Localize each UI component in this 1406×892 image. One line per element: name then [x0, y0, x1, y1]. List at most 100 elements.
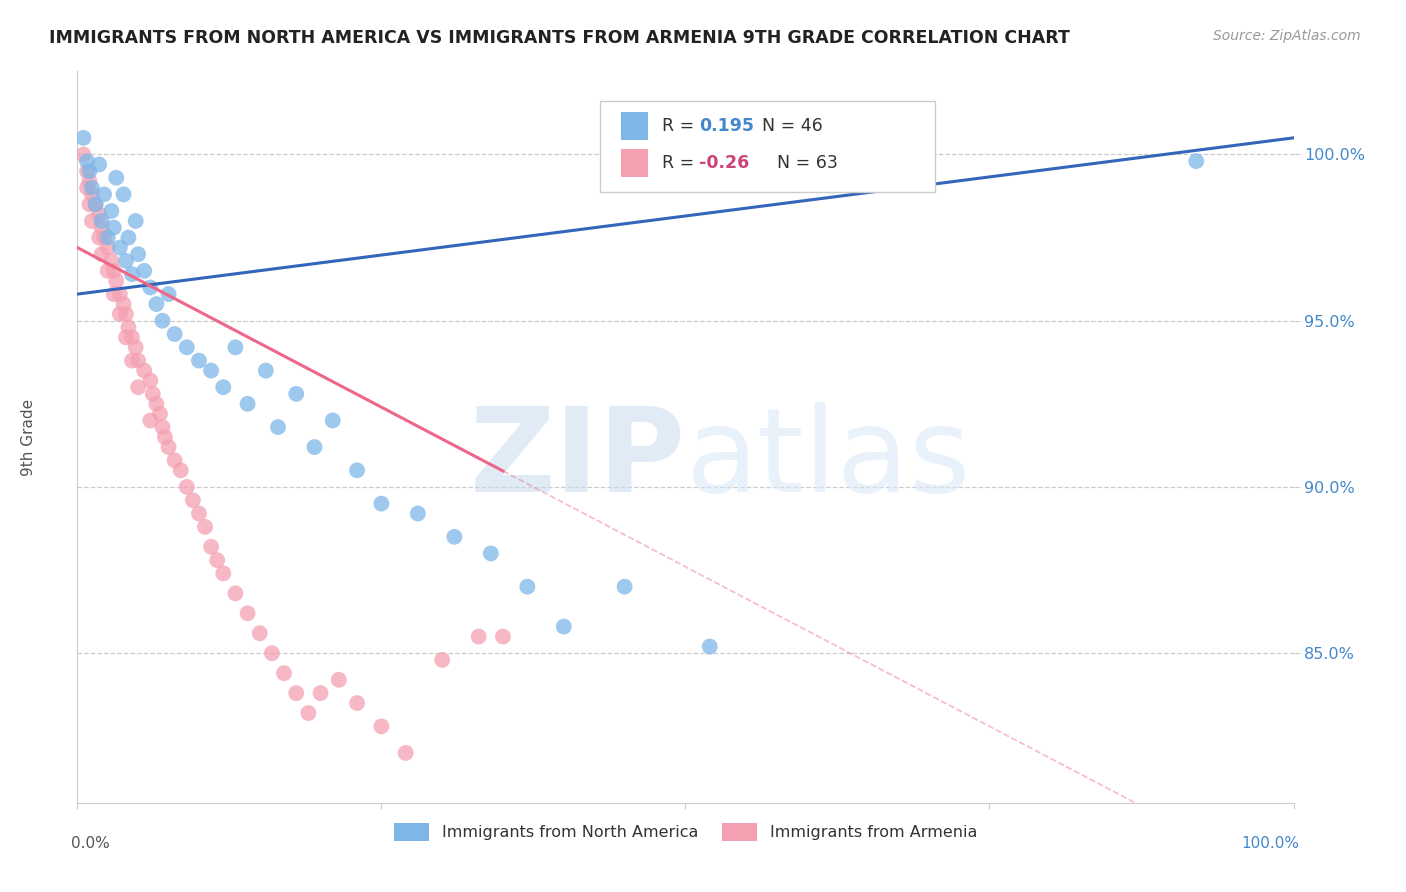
Point — [142, 387, 165, 401]
Point — [443, 530, 465, 544]
Point — [200, 363, 222, 377]
Point — [115, 253, 138, 268]
Point — [76, 180, 98, 194]
Text: 0.0%: 0.0% — [72, 836, 110, 851]
Point — [467, 630, 489, 644]
Point — [121, 330, 143, 344]
Point — [152, 314, 174, 328]
Point — [285, 686, 308, 700]
Legend: Immigrants from North America, Immigrants from Armenia: Immigrants from North America, Immigrant… — [387, 816, 984, 847]
Point — [188, 353, 211, 368]
Point — [84, 197, 107, 211]
Point — [145, 297, 167, 311]
Point — [121, 353, 143, 368]
FancyBboxPatch shape — [600, 101, 935, 192]
Point — [297, 706, 319, 720]
Point — [212, 380, 235, 394]
Point — [125, 340, 148, 354]
Point — [205, 553, 228, 567]
Point — [430, 653, 453, 667]
Point — [328, 673, 350, 687]
Point — [149, 407, 172, 421]
Point — [613, 580, 636, 594]
Point — [181, 493, 204, 508]
Point — [254, 363, 277, 377]
Point — [112, 187, 135, 202]
Point — [108, 241, 131, 255]
Point — [76, 154, 98, 169]
Point — [139, 374, 162, 388]
Point — [1185, 154, 1208, 169]
Point — [115, 330, 138, 344]
Point — [285, 387, 308, 401]
Point — [170, 463, 193, 477]
Point — [103, 287, 125, 301]
Point — [121, 267, 143, 281]
Text: Source: ZipAtlas.com: Source: ZipAtlas.com — [1213, 29, 1361, 43]
Point — [80, 187, 103, 202]
Point — [97, 230, 120, 244]
Point — [112, 297, 135, 311]
Point — [89, 230, 111, 244]
Point — [72, 147, 94, 161]
Point — [105, 274, 128, 288]
Point — [309, 686, 332, 700]
Point — [553, 619, 575, 633]
Point — [273, 666, 295, 681]
Point — [346, 696, 368, 710]
Point — [80, 180, 103, 194]
Text: N = 46: N = 46 — [751, 117, 823, 136]
Point — [89, 157, 111, 171]
Point — [176, 340, 198, 354]
Point — [90, 247, 112, 261]
Point — [370, 719, 392, 733]
Point — [76, 164, 98, 178]
Point — [200, 540, 222, 554]
Bar — [621, 112, 648, 140]
Point — [108, 287, 131, 301]
Point — [236, 607, 259, 621]
Text: IMMIGRANTS FROM NORTH AMERICA VS IMMIGRANTS FROM ARMENIA 9TH GRADE CORRELATION C: IMMIGRANTS FROM NORTH AMERICA VS IMMIGRA… — [49, 29, 1070, 46]
Text: N = 63: N = 63 — [766, 153, 838, 172]
Point — [346, 463, 368, 477]
Point — [97, 241, 120, 255]
Point — [163, 326, 186, 341]
Point — [80, 214, 103, 228]
Point — [117, 230, 139, 244]
Point — [152, 420, 174, 434]
Text: 100.0%: 100.0% — [1241, 836, 1299, 851]
Point — [108, 307, 131, 321]
Point — [93, 187, 115, 202]
Point — [249, 626, 271, 640]
Text: R =: R = — [662, 153, 700, 172]
Point — [145, 397, 167, 411]
Point — [224, 586, 246, 600]
Point — [100, 204, 122, 219]
Point — [134, 363, 156, 377]
Point — [322, 413, 344, 427]
Point — [127, 247, 149, 261]
Point — [93, 230, 115, 244]
Point — [153, 430, 176, 444]
Point — [699, 640, 721, 654]
Point — [127, 380, 149, 394]
Point — [194, 520, 217, 534]
Point — [79, 197, 101, 211]
Point — [139, 280, 162, 294]
Point — [90, 214, 112, 228]
Point — [370, 497, 392, 511]
Point — [103, 220, 125, 235]
Y-axis label: 9th Grade: 9th Grade — [21, 399, 35, 475]
Point — [79, 164, 101, 178]
Point — [479, 546, 502, 560]
Point — [267, 420, 290, 434]
Point — [492, 630, 515, 644]
Point — [100, 253, 122, 268]
Point — [157, 287, 180, 301]
Point — [97, 264, 120, 278]
Point — [157, 440, 180, 454]
Point — [72, 131, 94, 145]
Point — [260, 646, 283, 660]
Text: R =: R = — [662, 117, 700, 136]
Text: ZIP: ZIP — [470, 401, 686, 516]
